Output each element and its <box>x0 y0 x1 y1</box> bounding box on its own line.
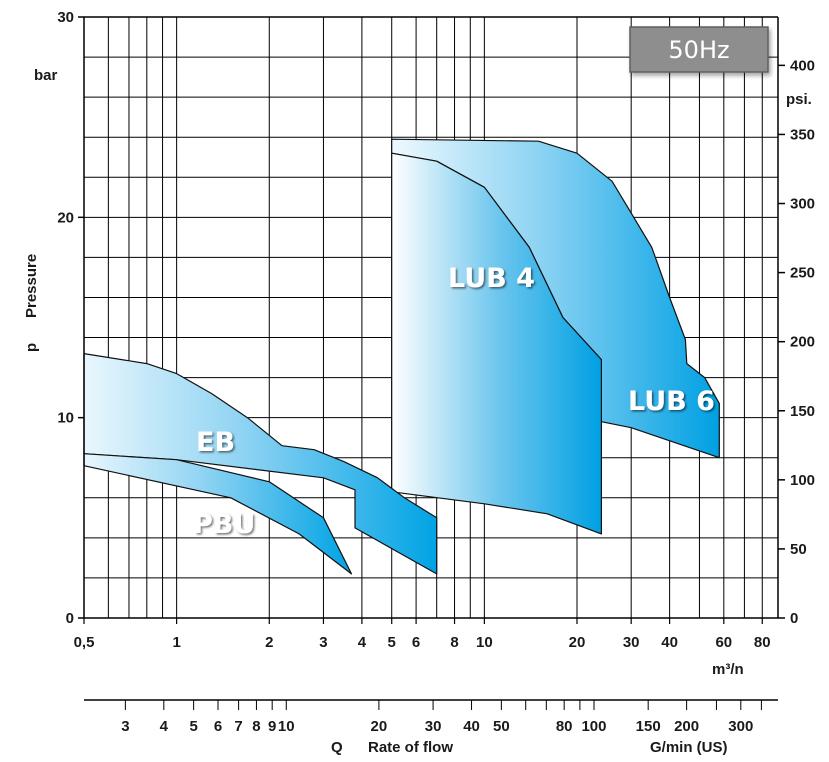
y-left-tick-label: 10 <box>57 410 74 427</box>
series-area-eb <box>83 353 438 575</box>
x-secondary-tick-label: 4 <box>160 718 169 735</box>
x-bottom-tick-label: 6 <box>412 634 420 651</box>
y-left-symbol: p <box>23 343 40 352</box>
y-right-tick-label: 350 <box>790 126 815 143</box>
y-left-tick-label: 20 <box>57 209 74 226</box>
y-right-tick-label: 400 <box>790 57 815 74</box>
x-secondary-tick-label: 80 <box>556 718 573 735</box>
series-area-lub4 <box>391 152 602 535</box>
y-left-tick-label: 0 <box>66 610 74 627</box>
frequency-badge-label: 50Hz <box>668 36 729 64</box>
series-label-pbu: PBU <box>193 509 255 540</box>
x-secondary-unit: G/min (US) <box>650 739 728 756</box>
x-bottom-unit: m³/n <box>712 661 744 678</box>
x-secondary-tick-label: 3 <box>121 718 129 735</box>
series-label-eb: EB <box>196 427 235 458</box>
frequency-badge <box>629 26 769 73</box>
y-right-tick-label: 200 <box>790 334 815 351</box>
x-bottom-tick-label: 8 <box>450 634 458 651</box>
y-right-tick-label: 250 <box>790 265 815 282</box>
x-secondary-tick-label: 9 <box>268 718 276 735</box>
x-secondary-tick-label: 5 <box>189 718 197 735</box>
y-left-tick-label: 30 <box>57 9 74 26</box>
y-left-label: Pressure <box>23 254 40 318</box>
x-bottom-tick-label: 80 <box>754 634 771 651</box>
y-right-unit: psi. <box>786 91 812 108</box>
x-bottom-tick-label: 1 <box>172 634 180 651</box>
x-bottom-tick-label: 4 <box>358 634 367 651</box>
x-secondary-tick-label: 150 <box>636 718 661 735</box>
y-right-tick-label: 150 <box>790 403 815 420</box>
series-areas <box>83 138 720 575</box>
x-bottom-tick-label: 2 <box>265 634 273 651</box>
series-label-lub4: LUB 4 <box>448 263 535 294</box>
x-secondary-symbol: Q <box>331 739 343 756</box>
x-secondary-tick-label: 10 <box>278 718 295 735</box>
x-secondary-tick-label: 200 <box>674 718 699 735</box>
x-bottom-tick-label: 60 <box>715 634 732 651</box>
x-bottom-tick-label: 3 <box>319 634 327 651</box>
x-secondary-tick-label: 50 <box>493 718 510 735</box>
x-bottom-tick-label: 40 <box>661 634 678 651</box>
x-secondary-tick-label: 8 <box>252 718 260 735</box>
x-secondary-tick-label: 6 <box>214 718 222 735</box>
x-secondary-label: Rate of flow <box>368 739 453 756</box>
x-secondary-tick-label: 300 <box>728 718 753 735</box>
x-secondary-tick-label: 30 <box>425 718 442 735</box>
x-secondary-tick-label: 7 <box>234 718 242 735</box>
x-bottom-tick-label: 0,5 <box>74 634 95 651</box>
x-secondary-tick-label: 40 <box>463 718 480 735</box>
x-secondary-tick-label: 20 <box>371 718 388 735</box>
x-bottom-tick-label: 5 <box>388 634 396 651</box>
series-label-lub6: LUB 6 <box>628 386 715 417</box>
x-bottom-tick-label: 30 <box>623 634 640 651</box>
y-left-unit: bar <box>34 67 58 84</box>
plot-frame <box>83 16 779 619</box>
y-right-tick-label: 100 <box>790 472 815 489</box>
y-right-tick-label: 50 <box>790 541 807 558</box>
series-area-pbu <box>83 453 353 575</box>
x-bottom-tick-label: 20 <box>569 634 586 651</box>
x-bottom-tick-label: 10 <box>476 634 493 651</box>
y-right-tick-label: 0 <box>790 610 798 627</box>
y-right-tick-label: 300 <box>790 196 815 213</box>
x-secondary-tick-label: 100 <box>581 718 606 735</box>
